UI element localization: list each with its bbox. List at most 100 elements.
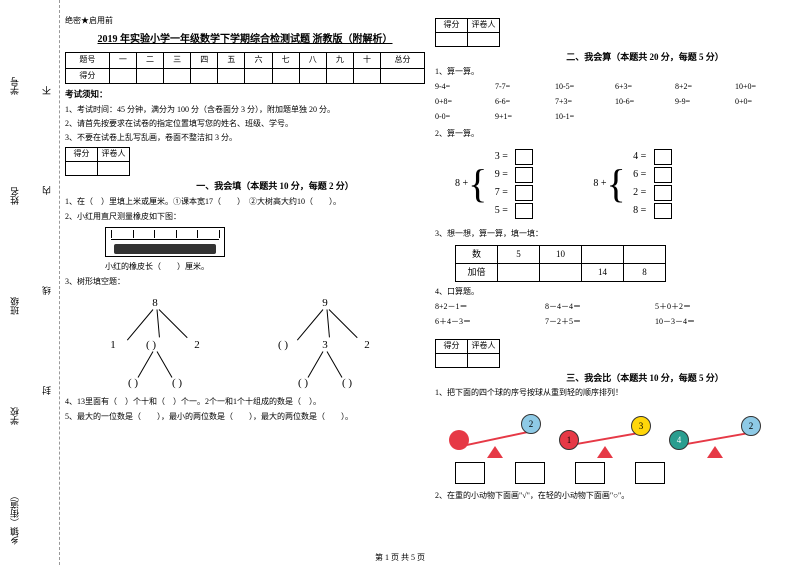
score-h: 二 — [136, 52, 163, 68]
answer-cell — [515, 149, 533, 165]
answer-cell — [654, 203, 672, 219]
q2-1: 1、算一算。 — [435, 66, 795, 79]
answer-boxes — [455, 462, 795, 484]
ball-6: 2 — [741, 416, 761, 436]
notice-item: 1、考试时间：45 分钟，满分为 100 分（含卷面分 3 分），附加题单独 2… — [65, 104, 425, 117]
answer-cell — [515, 203, 533, 219]
binding-label: 学号 — [8, 77, 21, 95]
calc-cell: 10-1= — [555, 111, 615, 124]
tbl-cell: 数 — [456, 246, 498, 264]
secret-label: 绝密★启用前 — [65, 15, 425, 28]
kousuan-grid: 8+2－1＝8－4－4＝5＋0＋2＝ 6＋4－3＝7－2＋5＝10－3－4＝ — [435, 301, 795, 331]
balance-2: 1 3 — [555, 408, 655, 458]
sum8-eq: 6 = — [626, 167, 654, 183]
answer-box — [455, 462, 485, 484]
q3-1: 1、把下面的四个球的序号按球从重到轻的顺序排列！ — [435, 387, 795, 400]
calc-cell: 10-5= — [555, 81, 615, 94]
score-h: 五 — [218, 52, 245, 68]
balance-3: 4 2 — [665, 408, 765, 458]
ks-cell: 8+2－1＝ — [435, 301, 545, 314]
judge-table: 得分评卷人 — [435, 18, 500, 47]
answer-box — [575, 462, 605, 484]
answer-cell — [515, 185, 533, 201]
binding-label: 班级 — [8, 297, 21, 315]
judge-c: 评卷人 — [468, 339, 500, 353]
score-h: 四 — [191, 52, 218, 68]
calc-grid: 9-4=7-7=10-5=6+3=8+2= 10+0=0+8=6-6=7+3=1… — [435, 81, 795, 125]
section-1-heading: 一、我会填（本题共 10 分，每题 2 分） — [125, 179, 425, 193]
ks-cell: 5＋0＋2＝ — [655, 301, 765, 314]
tbl-cell: 10 — [540, 246, 582, 264]
tree-node: 2 — [359, 337, 375, 355]
tbl-cell — [582, 246, 624, 264]
sum8-eq: 7 = — [487, 185, 515, 201]
tree-b: 9 ( ) 3 2 ( ) ( ) — [255, 295, 395, 390]
calc-cell: 8+2= — [675, 81, 735, 94]
judge-c: 得分 — [436, 19, 468, 33]
answer-cell — [654, 185, 672, 201]
tree-node: ( ) — [275, 337, 291, 355]
calc-cell: 10+0= — [735, 81, 795, 94]
tbl-cell: 8 — [624, 264, 666, 282]
tree-node: ( ) — [169, 375, 185, 393]
q1-1: 1、在（ ）里填上米或厘米。①课本宽17（ ） ②大树高大约10（ ）。 — [65, 196, 425, 209]
sum8-eq: 8 = — [626, 203, 654, 219]
q2-3: 3、想一想，算一算，填一填： — [435, 228, 795, 241]
judge-c: 得分 — [436, 339, 468, 353]
sum8-eq: 5 = — [487, 203, 515, 219]
ball-4: 3 — [631, 416, 651, 436]
tree-node: 1 — [105, 337, 121, 355]
page-content: 绝密★启用前 2019 年实验小学一年级数学下学期综合检测试题 浙教版（附解析）… — [65, 15, 795, 555]
sum8-eq: 3 = — [487, 149, 515, 165]
binding-label: 学校 — [8, 407, 21, 425]
notice-item: 2、请首先按要求在试卷的指定位置填写您的姓名、班级、学号。 — [65, 118, 425, 131]
score-table: 题号 一 二 三 四 五 六 七 八 九 十 总分 得分 — [65, 52, 425, 85]
answer-cell — [654, 149, 672, 165]
sum8-eq: 4 = — [626, 149, 654, 165]
calc-cell: 9-4= — [435, 81, 495, 94]
ks-cell: 6＋4－3＝ — [435, 316, 545, 329]
sum8-lead: 8 + — [455, 176, 468, 192]
sum8-eq: 9 = — [487, 167, 515, 183]
tree-node: ( ) — [295, 375, 311, 393]
section-3-heading: 三、我会比（本题共 10 分，每题 5 分） — [495, 371, 795, 385]
q1-2: 2、小红用直尺测量橡皮如下图： — [65, 211, 425, 224]
score-h: 一 — [109, 52, 136, 68]
sum8-eq: 2 = — [626, 185, 654, 201]
binding-mark: 线 — [40, 286, 53, 295]
binding-mark: 不 — [40, 86, 53, 95]
calc-cell: 10-6= — [615, 96, 675, 109]
notice-item: 3、不要在试卷上乱写乱画，卷面不整洁扣 3 分。 — [65, 132, 425, 145]
score-h: 九 — [326, 52, 353, 68]
exam-title: 2019 年实验小学一年级数学下学期综合检测试题 浙教版（附解析） — [65, 32, 425, 48]
ks-cell: 8－4－4＝ — [545, 301, 655, 314]
q3-table: 数510 加倍 148 — [455, 245, 666, 282]
tree-node: ( ) — [339, 375, 355, 393]
judge-c: 评卷人 — [468, 19, 500, 33]
tbl-cell: 14 — [582, 264, 624, 282]
q2-2: 2、算一算。 — [435, 128, 795, 141]
sum8-diagram: 8 + { 3 = 9 = 7 = 5 = 8 + { 4 = 6 = 2 = … — [455, 148, 795, 220]
calc-cell: 7-7= — [495, 81, 555, 94]
calc-cell: 7+3= — [555, 96, 615, 109]
judge-c: 评卷人 — [98, 148, 130, 162]
calc-cell: 9+1= — [495, 111, 555, 124]
score-h: 十 — [353, 52, 380, 68]
calc-cell: 0+0= — [735, 96, 795, 109]
judge-table: 得分评卷人 — [65, 147, 130, 176]
ruler-diagram — [105, 227, 225, 257]
score-h: 八 — [299, 52, 326, 68]
score-h: 七 — [272, 52, 299, 68]
tree-node: ( ) — [125, 375, 141, 393]
binding-mark: 内 — [40, 186, 53, 195]
answer-cell — [654, 167, 672, 183]
ball-1 — [449, 430, 469, 450]
q1-3: 3、树形填空题： — [65, 276, 425, 289]
tree-diagrams: 8 1 ( ) 2 ( ) ( ) 9 ( ) 3 2 ( ) ( ) — [85, 295, 425, 390]
judge-table: 得分评卷人 — [435, 339, 500, 368]
ks-cell: 10－3－4＝ — [655, 316, 765, 329]
brace-icon: { — [606, 154, 625, 214]
tree-a: 8 1 ( ) 2 ( ) ( ) — [85, 295, 225, 390]
ks-cell: 7－2＋5＝ — [545, 316, 655, 329]
tbl-cell — [624, 246, 666, 264]
